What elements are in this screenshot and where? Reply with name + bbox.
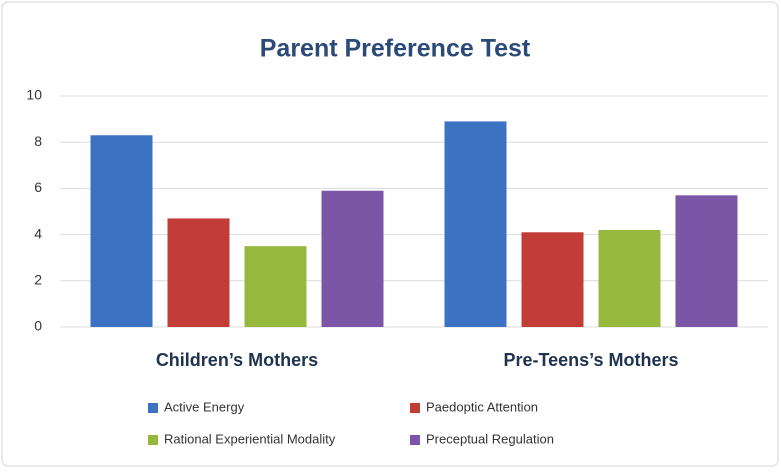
legend-swatch [148, 403, 158, 413]
y-tick-label: 4 [34, 225, 42, 241]
y-tick-label: 2 [34, 272, 42, 288]
bar [321, 190, 384, 327]
y-tick-label: 6 [34, 179, 42, 195]
legend-label: Rational Experiential Modality [164, 431, 336, 446]
bar [598, 229, 661, 327]
bar [521, 232, 584, 327]
y-tick-label: 8 [34, 133, 42, 149]
chart-border [1, 1, 779, 467]
legend-swatch [410, 403, 420, 413]
x-tick-label: Pre-Teens’s Mothers [503, 350, 678, 370]
legend-swatch [410, 435, 420, 445]
bar [90, 135, 153, 327]
y-tick-label: 10 [26, 87, 42, 103]
bar [675, 195, 738, 327]
bar [244, 246, 307, 327]
legend-swatch [148, 435, 158, 445]
legend-label: Active Energy [164, 399, 245, 414]
y-tick-label: 0 [34, 318, 42, 334]
bar [167, 218, 230, 327]
legend-label: Paedoptic Attention [426, 399, 538, 414]
chart-title: Parent Preference Test [260, 35, 531, 63]
legend-label: Preceptual Regulation [426, 431, 554, 446]
x-tick-label: Children’s Mothers [156, 350, 318, 370]
bar [444, 121, 507, 327]
